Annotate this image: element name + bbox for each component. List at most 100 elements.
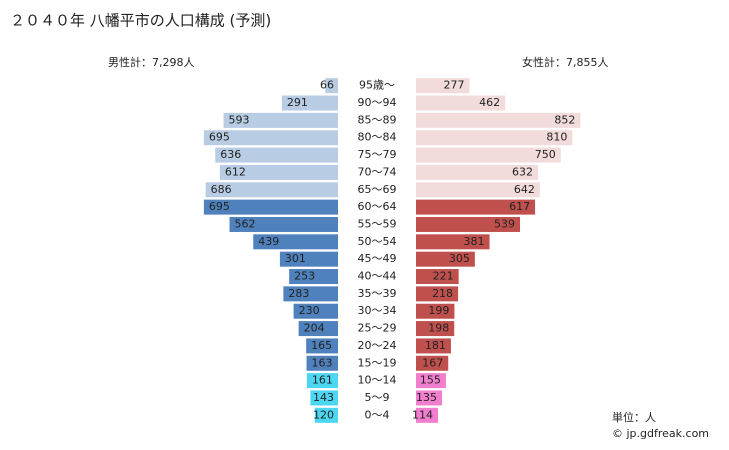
female-bar — [416, 147, 561, 163]
male-bar — [205, 182, 338, 198]
female-bar — [416, 164, 538, 180]
value-label: 695 — [209, 200, 230, 213]
male-bar — [219, 164, 338, 180]
male-bar — [298, 321, 338, 337]
male-bar — [306, 355, 338, 371]
value-label: 439 — [258, 235, 279, 248]
female-bar — [416, 78, 470, 94]
value-label: 617 — [509, 200, 530, 213]
value-label: 636 — [220, 148, 241, 161]
value-label: 642 — [514, 183, 535, 196]
male-bar — [306, 373, 338, 389]
legend-female: 女性計：7,855人 — [522, 55, 609, 69]
value-label: 695 — [209, 131, 230, 144]
value-label: 165 — [311, 339, 332, 352]
female-bar — [416, 303, 455, 319]
value-label: 198 — [428, 322, 449, 335]
value-label: 181 — [425, 339, 446, 352]
male-bar — [215, 147, 338, 163]
age-label: 90～94 — [358, 96, 397, 109]
male-bar — [293, 303, 338, 319]
female-bar — [416, 269, 459, 285]
female-bar — [416, 130, 573, 146]
male-bar — [253, 234, 338, 250]
value-label: 686 — [211, 183, 232, 196]
age-label: 85～89 — [358, 113, 397, 126]
value-label: 230 — [299, 304, 320, 317]
female-bar — [416, 338, 451, 354]
unit-note: 単位：人 — [612, 410, 656, 424]
value-label: 204 — [304, 322, 325, 335]
male-bar — [314, 407, 338, 423]
value-label: 305 — [449, 252, 470, 265]
age-label: 10～14 — [358, 374, 397, 387]
value-label: 253 — [294, 270, 315, 283]
female-bar — [416, 182, 540, 198]
value-label: 218 — [432, 287, 453, 300]
female-bar — [416, 95, 506, 111]
value-label: 462 — [479, 96, 500, 109]
age-label: 15～19 — [358, 356, 397, 369]
age-label: 95歳～ — [359, 79, 395, 92]
male-bar — [289, 269, 338, 285]
value-label: 221 — [433, 270, 454, 283]
value-label: 114 — [412, 408, 433, 421]
age-label: 55～59 — [358, 217, 397, 230]
value-label: 161 — [312, 374, 333, 387]
value-label: 163 — [312, 356, 333, 369]
male-bar — [203, 130, 338, 146]
value-label: 852 — [554, 113, 575, 126]
value-label: 66 — [320, 79, 334, 92]
value-label: 593 — [229, 113, 250, 126]
female-bar — [416, 251, 475, 267]
male-bar — [281, 95, 338, 111]
value-label: 283 — [288, 287, 309, 300]
male-bar — [283, 286, 338, 302]
female-bar — [416, 286, 459, 302]
age-label: 25～29 — [358, 322, 397, 335]
value-label: 167 — [422, 356, 443, 369]
male-bar — [310, 390, 338, 406]
value-label: 301 — [285, 252, 306, 265]
age-label: 60～64 — [358, 200, 397, 213]
female-bar — [416, 407, 439, 423]
age-label: 80～84 — [358, 131, 397, 144]
male-bar — [279, 251, 338, 267]
value-label: 135 — [416, 391, 437, 404]
age-label: 65～69 — [358, 183, 397, 196]
age-label: 35～39 — [358, 287, 397, 300]
male-bar — [306, 338, 338, 354]
value-label: 810 — [546, 131, 567, 144]
value-label: 632 — [512, 165, 533, 178]
source: © jp.gdfreak.com — [612, 427, 709, 440]
female-bar — [416, 199, 536, 215]
female-bar — [416, 234, 490, 250]
value-label: 291 — [287, 96, 308, 109]
age-label: 75～79 — [358, 148, 397, 161]
female-bar — [416, 112, 581, 128]
value-label: 155 — [420, 374, 441, 387]
value-label: 750 — [535, 148, 556, 161]
age-label: 70～74 — [358, 165, 397, 178]
age-label: 50～54 — [358, 235, 397, 248]
value-label: 539 — [494, 217, 515, 230]
age-label: 20～24 — [358, 339, 397, 352]
value-label: 277 — [443, 79, 464, 92]
male-bar — [223, 112, 338, 128]
male-bar — [325, 78, 338, 94]
female-bar — [416, 321, 455, 337]
value-label: 199 — [428, 304, 449, 317]
female-bar — [416, 390, 443, 406]
chart-title: ２０４０年 八幡平市の人口構成 (予測) — [10, 12, 271, 30]
female-bar — [416, 216, 521, 232]
age-label: 45～49 — [358, 252, 397, 265]
age-label: 0～4 — [365, 408, 390, 421]
male-bar — [203, 199, 338, 215]
legend-male: 男性計：7,298人 — [108, 55, 195, 69]
value-label: 143 — [313, 391, 334, 404]
value-label: 612 — [225, 165, 246, 178]
male-bar — [229, 216, 338, 232]
age-label: 40～44 — [358, 270, 397, 283]
age-label: 30～34 — [358, 304, 397, 317]
